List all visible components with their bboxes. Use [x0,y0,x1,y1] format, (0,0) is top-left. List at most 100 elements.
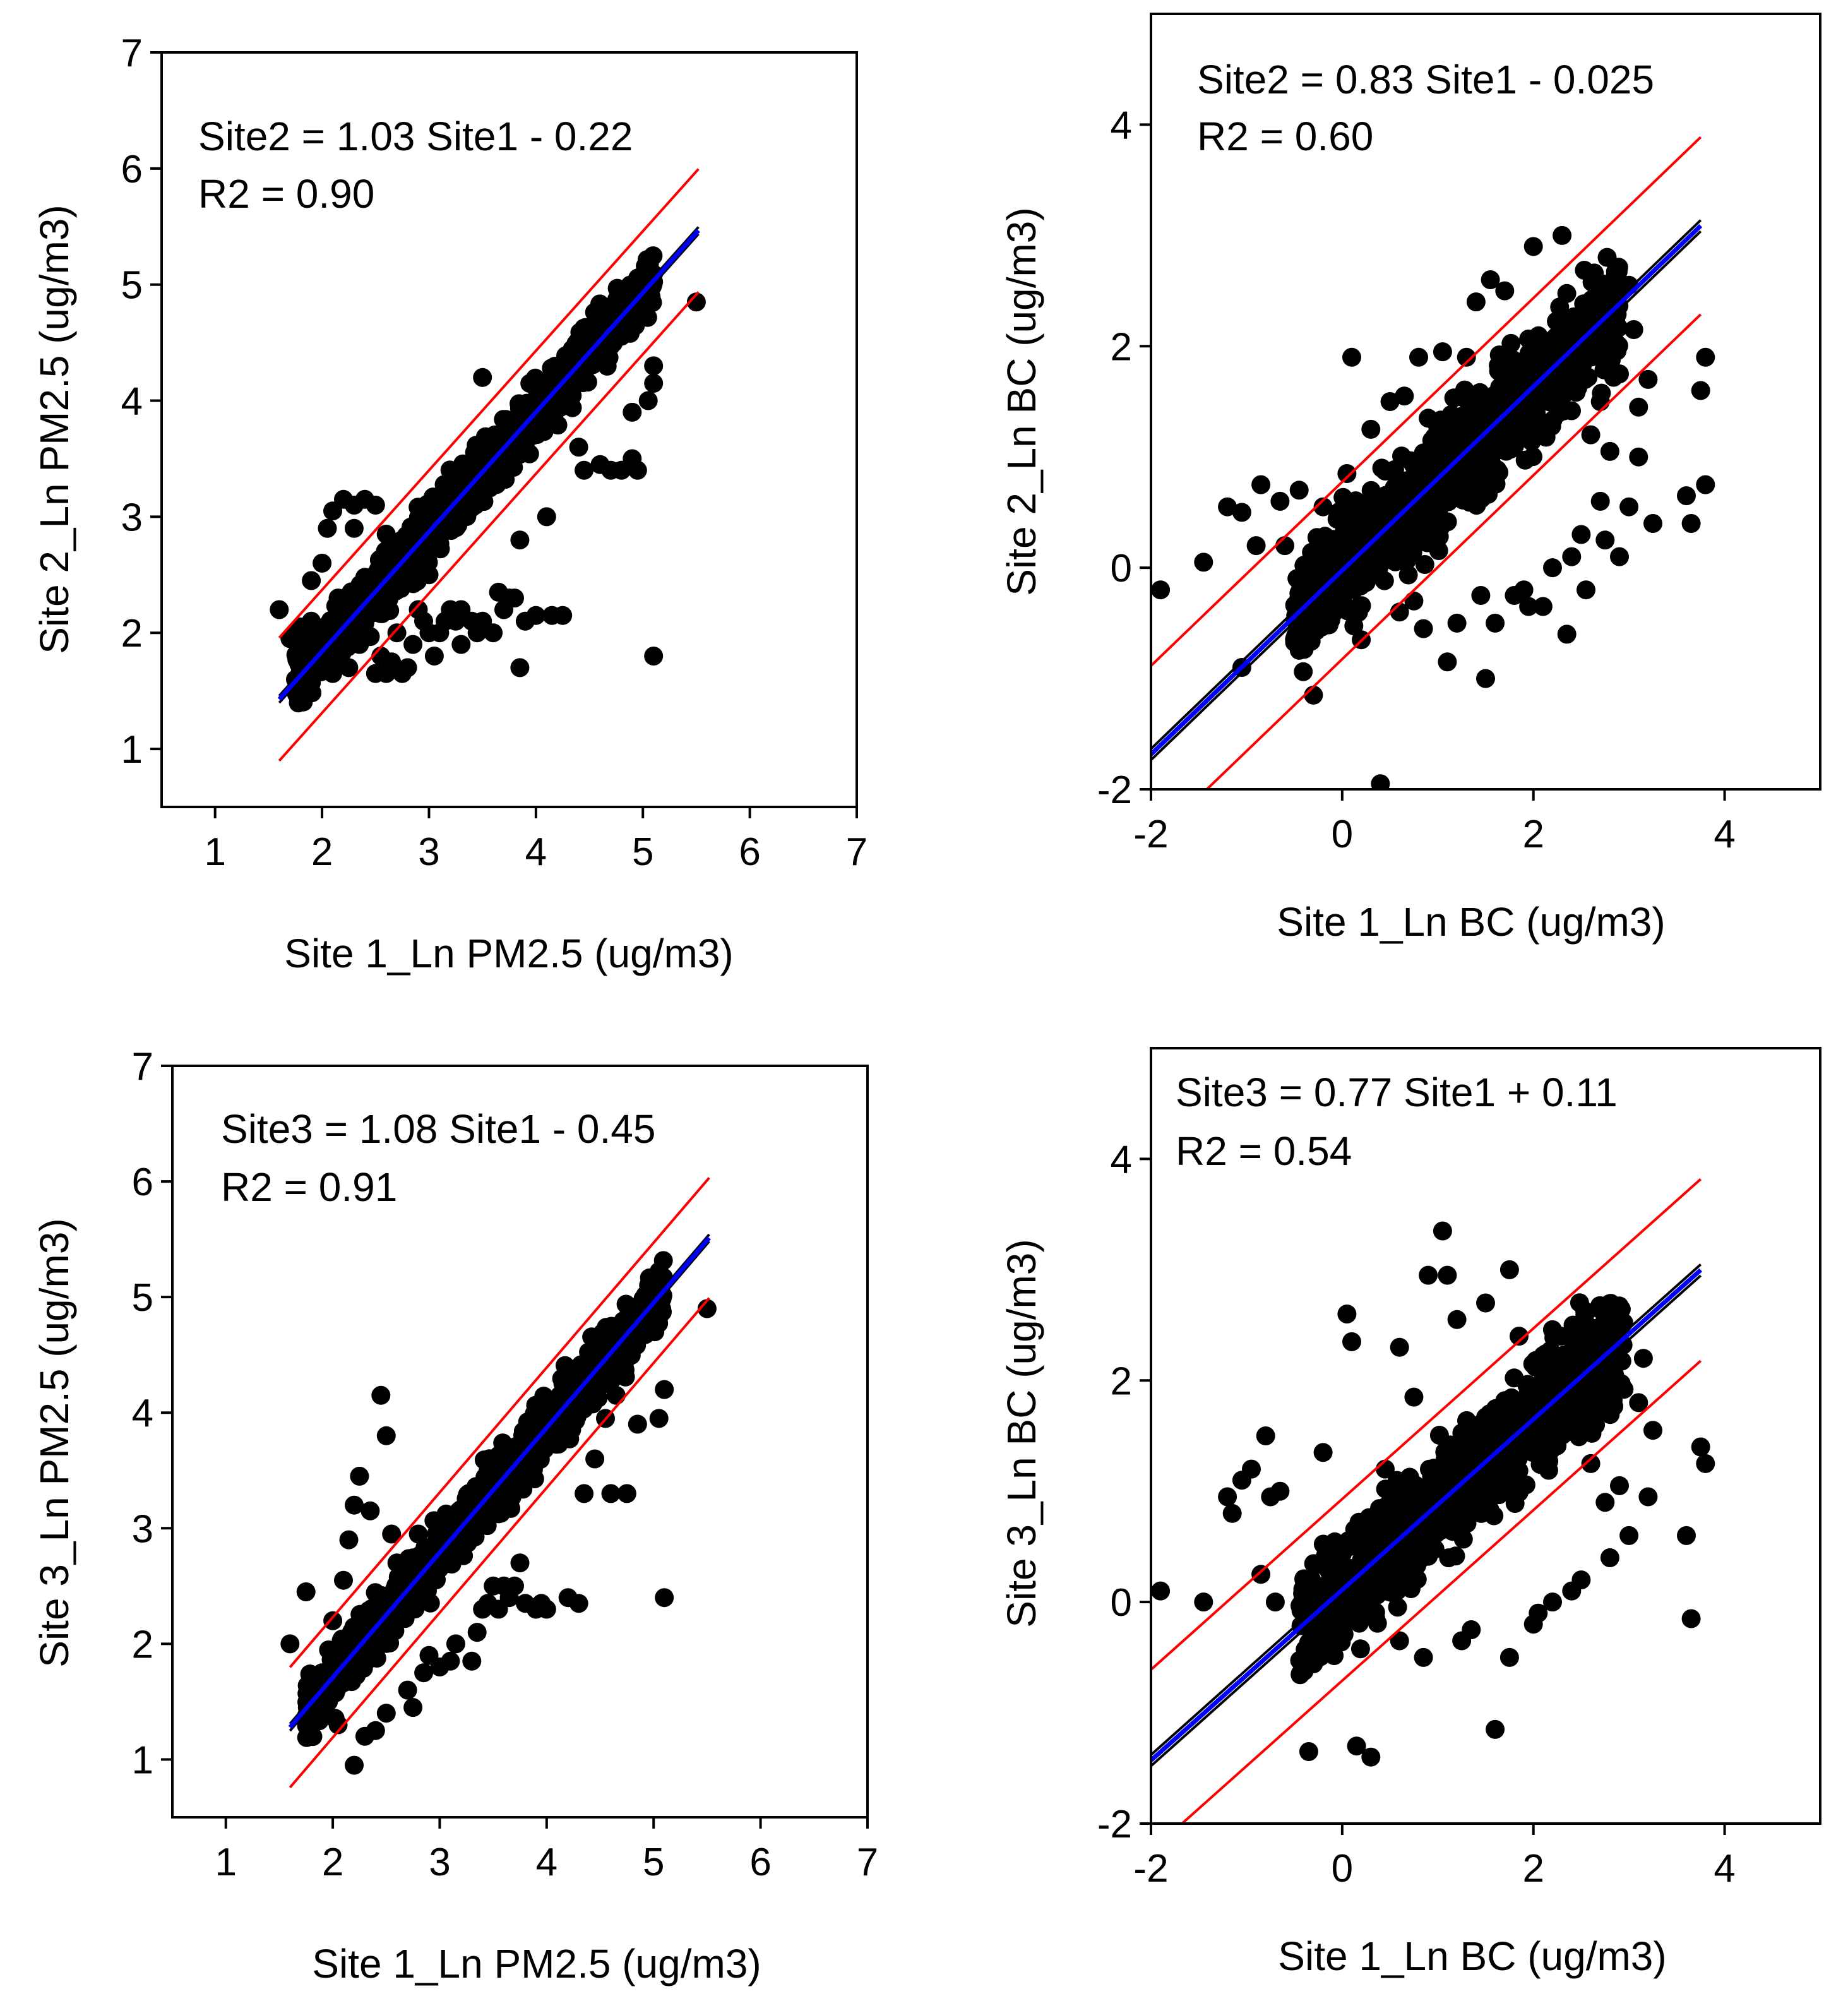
panel-b-point [1414,619,1433,638]
panel-d-point [1313,1443,1333,1462]
panel-b-fit-line [1151,224,1703,756]
panel-d-point [1361,1747,1381,1767]
panel-c-point [562,1420,581,1440]
panel-d-point [1414,1527,1434,1546]
panel-a-y-tick-label: 6 [121,148,143,191]
panel-a-point [637,250,657,270]
panel-d-point [1619,1526,1639,1545]
panel-d-point [1476,1293,1495,1313]
panel-a-point [548,415,568,435]
panel-d-point [1333,1535,1353,1555]
panel-b-point [1557,624,1577,644]
panel-c-point [414,1663,434,1683]
panel-a-point [520,444,539,463]
panel-b-point [1411,459,1431,479]
panel-a-y-tick-label: 7 [121,32,143,75]
panel-d-point [1294,1570,1314,1590]
panel-d-y-tick-label: -2 [1097,1803,1132,1846]
panel-c-point [296,1582,316,1601]
panel-c-point [628,1414,647,1434]
panel-d-equation: Site3 = 0.77 Site1 + 0.11 [1176,1070,1618,1115]
panel-b-point [1533,597,1553,616]
panel-a-point [623,402,642,422]
panel-a-point [344,518,364,538]
panel-d-x-tick-label: 4 [1714,1847,1735,1890]
panel-d-point [1501,1409,1521,1429]
panel-a-point [569,438,588,457]
panel-b-point [1323,553,1342,572]
panel-d-point [1539,1460,1558,1480]
panel-b-x-tick-label: 2 [1522,813,1544,856]
panel-d-point [1256,1426,1275,1445]
panel-a-point [638,391,658,410]
panel-c-point [653,1251,673,1270]
panel-b-point [1691,381,1710,400]
panel-a-x-tick-label: 2 [311,830,333,874]
panel-a-point [553,606,573,625]
panel-b-point [1600,441,1619,461]
panel-c-point [467,1623,487,1642]
panel-b-point [1557,284,1577,303]
panel-d-point [1342,1332,1361,1351]
panel-d-fit-line [1151,1268,1703,1762]
panel-b-point [1470,383,1489,402]
panel-c-point [334,1570,353,1590]
panel-d-point [1151,1581,1171,1601]
panel-a-point [339,658,359,678]
panel-a-point [616,285,636,305]
panel-b-point [1433,342,1452,362]
panel-b-point [1595,530,1615,550]
panel-b-point [1562,547,1582,566]
panel-c-point [569,1594,588,1613]
panel-c-y-tick-label: 2 [132,1623,153,1666]
panel-c-point [441,1651,460,1671]
panel-c-point [313,1663,332,1683]
panel-a-y-tick-label: 3 [121,496,143,539]
panel-a-point [484,623,503,643]
panel-d-point [1337,1305,1357,1323]
panel-b-point [1528,331,1547,350]
panel-d-point [1404,1387,1424,1407]
panel-d-point [1388,1598,1407,1617]
panel-a-point [534,413,553,433]
panel-d-point [1376,1459,1395,1479]
panel-b-point [1518,363,1537,382]
panel-d-point [1222,1503,1242,1523]
panel-d-point [1390,1337,1409,1357]
panel-c-point [655,1588,674,1608]
panel-b-point [1386,477,1405,497]
panel-b-point [1582,290,1602,309]
panel-b-equation: Site2 = 0.83 Site1 - 0.025 [1197,57,1654,102]
panel-b-point [1553,225,1572,245]
panel-a-point [451,635,471,654]
panel-b-point [1696,347,1715,367]
panel-b-point [1218,497,1237,517]
panel-b-point [1438,652,1457,672]
panel-c-point [342,1622,361,1642]
panel-b-x-axis-label: Site 1_Ln BC (ug/m3) [1277,899,1665,945]
panel-b-point [1515,450,1535,470]
panel-b-point [1568,378,1588,397]
panel-a-r2: R2 = 0.90 [198,171,374,217]
panel-b-point [1361,489,1381,508]
panel-c-point [697,1299,717,1318]
panel-d-point [1453,1529,1473,1549]
panel-d-point [1194,1592,1213,1612]
panel-b-point [1296,615,1315,635]
panel-b-point [1481,270,1500,289]
panel-a-point [575,460,594,480]
panel-c-point [323,1611,343,1630]
panel-c-point [632,1323,652,1343]
panel-b-y-tick-label: -2 [1097,768,1132,812]
panel-b-point [1455,389,1475,409]
panel-d-point [1350,1639,1370,1659]
panel-b-point [1409,347,1428,367]
panel-b-point [1425,427,1445,446]
panel-b-point [1404,591,1424,611]
panel-d-point [1414,1647,1433,1667]
panel-a-point [644,356,664,376]
panel-d-point [1551,1414,1571,1434]
panel-d-point [1510,1327,1529,1346]
panel-d-point [1349,1613,1369,1633]
panel-d-x-tick-label: 0 [1332,1847,1353,1890]
